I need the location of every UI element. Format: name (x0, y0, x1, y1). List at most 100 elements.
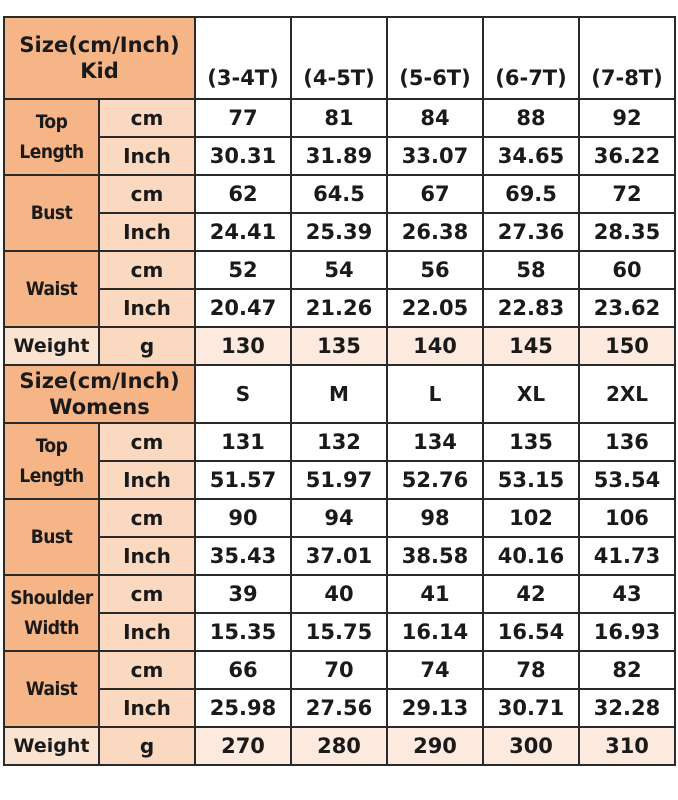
value-cell: 132 (290, 422, 388, 462)
unit-label: Inch (98, 536, 196, 576)
value-cell: 32.28 (578, 688, 676, 728)
value-cell: 58 (482, 250, 580, 290)
size-header: (4-5T) (290, 16, 388, 100)
table-row: Inch 20.47 21.26 22.05 22.83 23.62 (4, 288, 676, 328)
value-cell: 16.54 (482, 612, 580, 652)
table-row: Shoulder Width cm 39 40 41 42 43 (3, 574, 676, 652)
value-cell: 70 (290, 650, 388, 690)
value-cell: 84 (386, 98, 484, 138)
value-cell: 90 (194, 498, 292, 538)
size-chart-table: Size(cm/Inch) Kid (3-4T) (4-5T) (5-6T) (6-7T)… (3, 16, 676, 766)
unit-label: cm (98, 498, 196, 538)
value-cell: 29.13 (386, 688, 484, 728)
value-cell: 27.56 (290, 688, 388, 728)
table-row: Inch 25.98 27.56 29.13 30.71 32.28 (4, 688, 676, 728)
value-cell: 34.65 (482, 136, 580, 176)
size-header: L (386, 364, 484, 424)
value-cell: 92 (578, 98, 676, 138)
size-header: (7-8T) (578, 16, 676, 100)
value-cell: 69.5 (482, 174, 580, 214)
value-cell: 82 (578, 650, 676, 690)
value-cell: 31.89 (290, 136, 388, 176)
value-cell: 40.16 (482, 536, 580, 576)
size-header: (3-4T) (194, 16, 292, 100)
value-cell: 25.39 (290, 212, 388, 252)
weight-row: Weight g 130 135 140 145 150 (3, 326, 676, 366)
weight-row: Weight g 270 280 290 300 310 (3, 726, 676, 766)
value-cell: 35.43 (194, 536, 292, 576)
measure-label: Bust (3, 498, 100, 576)
size-header: (5-6T) (386, 16, 484, 100)
value-cell: 41.73 (578, 536, 676, 576)
value-cell: 39 (194, 574, 292, 614)
size-header: (6-7T) (482, 16, 580, 100)
weight-value: 150 (578, 326, 676, 366)
value-cell: 51.57 (194, 460, 292, 500)
weight-label: Weight (3, 326, 100, 366)
value-cell: 66 (194, 650, 292, 690)
weight-value: 300 (482, 726, 580, 766)
measure-label: Waist (3, 250, 100, 328)
table-row: Waist cm 52 54 56 58 60 (3, 250, 676, 328)
womens-header-cell: Size(cm/Inch) Womens (3, 364, 196, 424)
value-cell: 15.35 (194, 612, 292, 652)
unit-label: Inch (98, 136, 196, 176)
unit-label: Inch (98, 688, 196, 728)
kid-header-row: Size(cm/Inch) Kid (3-4T) (4-5T) (5-6T) (6-7T)… (3, 16, 676, 100)
unit-label: Inch (98, 460, 196, 500)
value-cell: 78 (482, 650, 580, 690)
value-cell: 67 (386, 174, 484, 214)
value-cell: 77 (194, 98, 292, 138)
value-cell: 42 (482, 574, 580, 614)
value-cell: 106 (578, 498, 676, 538)
value-cell: 20.47 (194, 288, 292, 328)
value-cell: 94 (290, 498, 388, 538)
value-cell: 98 (386, 498, 484, 538)
size-header: XL (482, 364, 580, 424)
table-row: Inch 35.43 37.01 38.58 40.16 41.73 (4, 536, 676, 576)
value-cell: 37.01 (290, 536, 388, 576)
value-cell: 36.22 (578, 136, 676, 176)
value-cell: 38.58 (386, 536, 484, 576)
value-cell: 53.54 (578, 460, 676, 500)
womens-header-row: Size(cm/Inch) Womens S M L XL 2XL (3, 364, 676, 424)
value-cell: 53.15 (482, 460, 580, 500)
table-row: Top Length cm 77 81 84 88 92 (3, 98, 676, 176)
weight-value: 145 (482, 326, 580, 366)
value-cell: 52 (194, 250, 292, 290)
value-cell: 40 (290, 574, 388, 614)
unit-label: Inch (98, 612, 196, 652)
unit-label: Inch (98, 212, 196, 252)
unit-label: cm (98, 174, 196, 214)
value-cell: 52.76 (386, 460, 484, 500)
value-cell: 81 (290, 98, 388, 138)
table-row: Inch 51.57 51.97 52.76 53.15 53.54 (4, 460, 676, 500)
unit-label: cm (98, 98, 196, 138)
weight-value: 290 (386, 726, 484, 766)
value-cell: 23.62 (578, 288, 676, 328)
size-header: 2XL (578, 364, 676, 424)
value-cell: 56 (386, 250, 484, 290)
value-cell: 54 (290, 250, 388, 290)
section-title: Size(cm/Inch) (19, 369, 180, 393)
weight-value: 280 (290, 726, 388, 766)
table-row: Inch 15.35 15.75 16.14 16.54 16.93 (4, 612, 676, 652)
value-cell: 131 (194, 422, 292, 462)
kid-header-cell: Size(cm/Inch) Kid (3, 16, 196, 100)
measure-label: Waist (3, 650, 100, 728)
unit-label: g (98, 326, 196, 366)
value-cell: 15.75 (290, 612, 388, 652)
value-cell: 28.35 (578, 212, 676, 252)
value-cell: 41 (386, 574, 484, 614)
weight-value: 140 (386, 326, 484, 366)
unit-label: Inch (98, 288, 196, 328)
value-cell: 88 (482, 98, 580, 138)
section-subtitle: Womens (49, 395, 150, 419)
table-row: Inch 30.31 31.89 33.07 34.65 36.22 (4, 136, 676, 176)
value-cell: 62 (194, 174, 292, 214)
unit-label: g (98, 726, 196, 766)
measure-label: Top Length (3, 98, 100, 176)
value-cell: 43 (578, 574, 676, 614)
value-cell: 72 (578, 174, 676, 214)
measure-label: Bust (3, 174, 100, 252)
